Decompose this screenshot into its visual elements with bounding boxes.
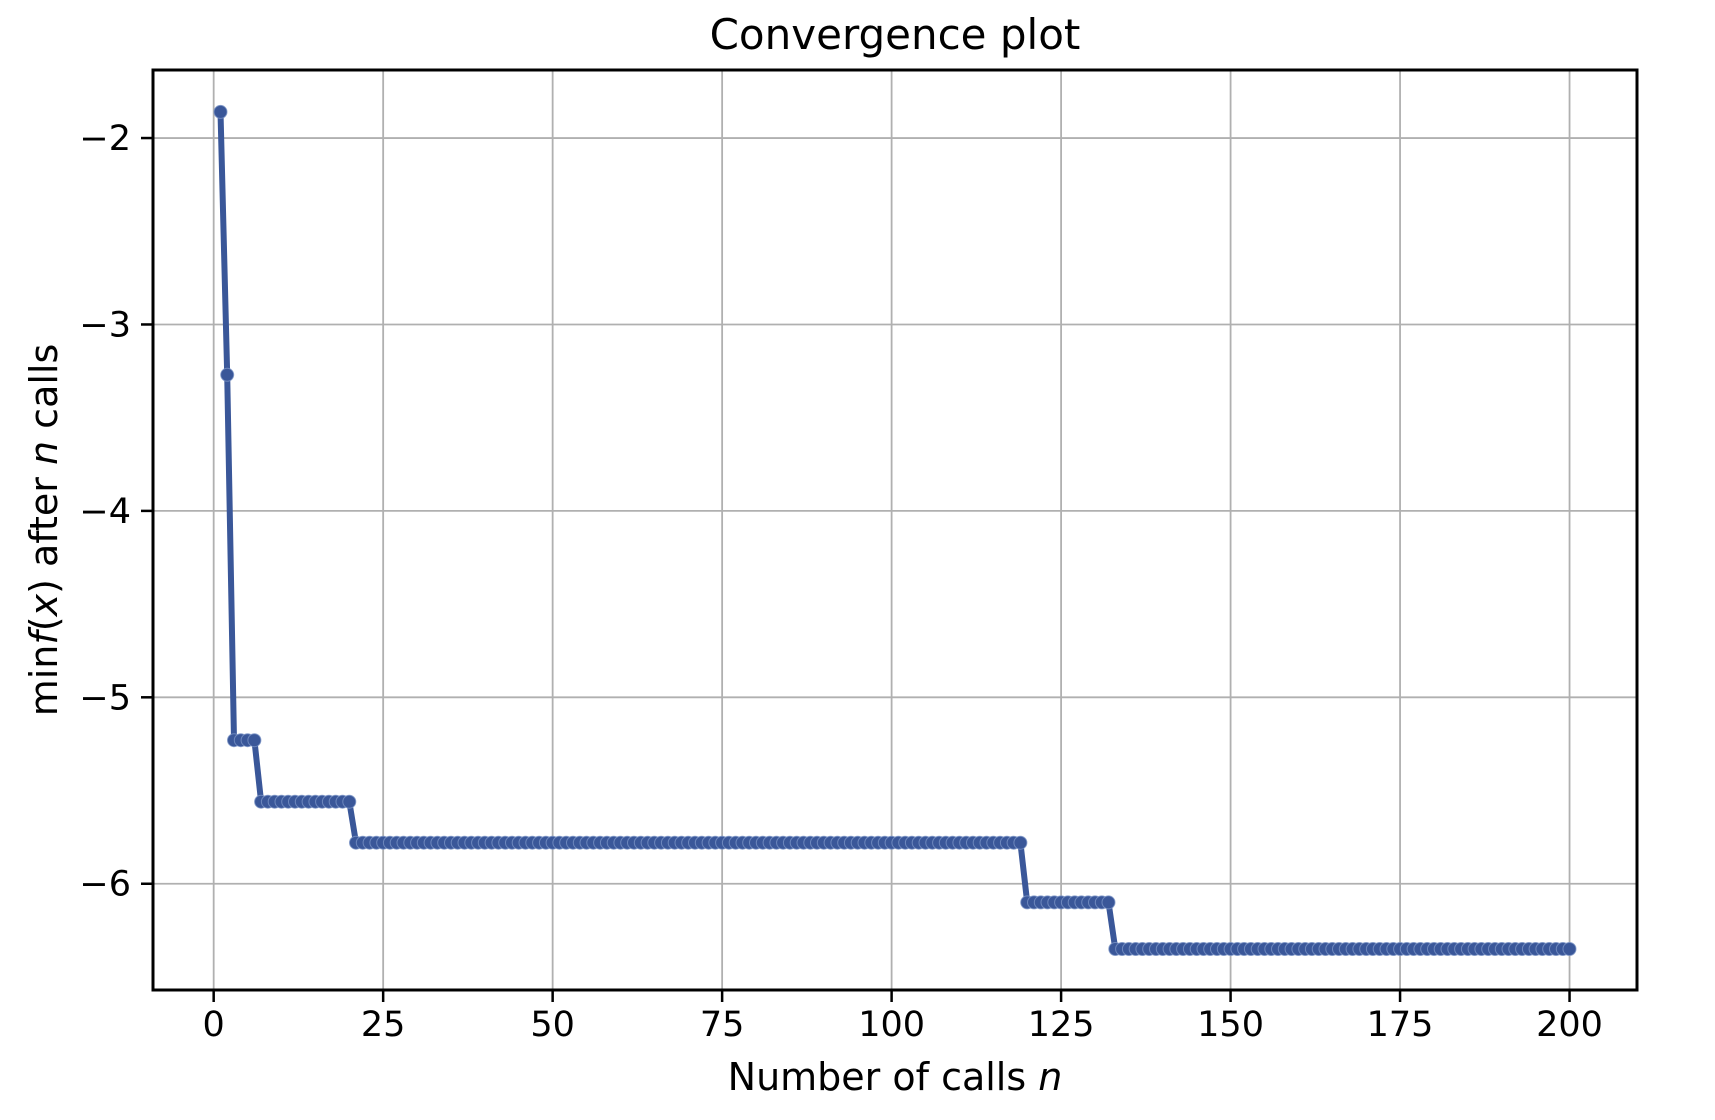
x-tick-label: 175 <box>1367 1005 1434 1045</box>
y-tick-label: −2 <box>79 119 131 159</box>
y-tick-label: −5 <box>79 678 131 718</box>
label-text-part: Number of calls <box>727 1055 1039 1099</box>
plot-box-spines <box>151 68 1639 992</box>
x-tick-label: 50 <box>530 1005 575 1045</box>
x-tick-label: 0 <box>203 1005 225 1045</box>
y-tick-label: −4 <box>79 492 131 532</box>
data-point-marker <box>1562 942 1577 956</box>
data-point-marker <box>1013 835 1028 850</box>
y-axis-label: minf(x) after n calls <box>22 344 66 717</box>
label-text-part: n <box>1038 1055 1063 1099</box>
data-point-marker <box>220 367 235 382</box>
x-tick-label: 150 <box>1197 1005 1264 1045</box>
y-tick-label: −3 <box>79 305 131 345</box>
x-tick-label: 75 <box>700 1005 745 1045</box>
x-tick-label: 25 <box>361 1005 406 1045</box>
x-tick-label: 125 <box>1028 1005 1095 1045</box>
label-text-part: ) <box>22 579 66 594</box>
label-text-part: calls <box>22 343 66 441</box>
data-point-marker <box>247 733 262 748</box>
x-tick-label: 200 <box>1536 1005 1603 1045</box>
label-text-part: min <box>22 644 66 717</box>
data-point-marker <box>213 104 228 119</box>
label-text-part: x <box>22 593 66 617</box>
data-point-marker <box>1101 895 1116 910</box>
label-text-part: f <box>22 631 66 645</box>
x-tick-label: 100 <box>858 1005 925 1045</box>
data-point-marker <box>342 794 357 809</box>
label-text-part: n <box>22 440 66 465</box>
series-line <box>217 108 1573 952</box>
label-text-part: ( <box>22 616 66 632</box>
label-text-part: after <box>22 464 66 580</box>
x-axis-label: Number of calls n <box>153 1055 1637 1099</box>
chart-title: Convergence plot <box>709 10 1081 59</box>
y-tick-label: −6 <box>79 865 131 905</box>
